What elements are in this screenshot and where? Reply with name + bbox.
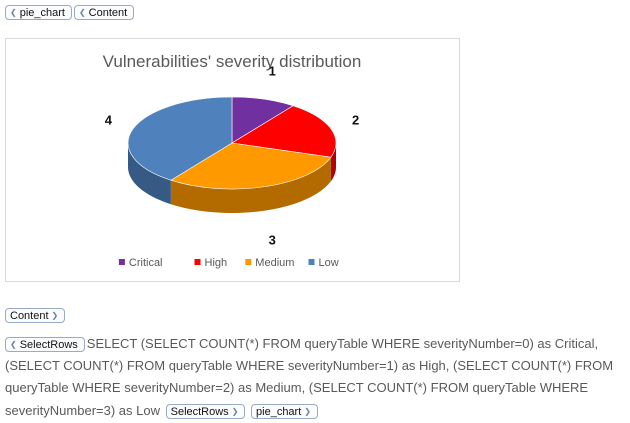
chart-title: Vulnerabilities' severity distribution <box>103 52 362 71</box>
tag-label: pie_chart <box>19 6 65 19</box>
tag-label: Content <box>10 309 49 322</box>
tag-label: Content <box>88 6 128 19</box>
pie-slice-medium[interactable] <box>170 142 332 190</box>
legend-label: Critical <box>129 257 163 269</box>
legend-item-medium: Medium <box>245 257 294 269</box>
legend-swatch <box>245 259 252 265</box>
legend-swatch <box>194 259 201 265</box>
legend-swatch <box>308 259 315 265</box>
pie-chart-close-tag[interactable]: pie_chart ❯ <box>251 404 318 420</box>
pie-chart-svg: Vulnerabilities' severity distribution 1… <box>103 52 362 269</box>
sql-query-text: SELECT (SELECT COUNT(*) FROM queryTable … <box>5 336 614 395</box>
content-close-tag[interactable]: Content ❯ <box>5 308 66 324</box>
data-label-high: 2 <box>352 113 359 128</box>
legend-label: High <box>205 257 228 269</box>
sql-query-tail-text: severityNumber=3) as Low <box>5 403 160 418</box>
sql-query: ❮ SelectRows SELECT (SELECT COUNT(*) FRO… <box>5 333 625 399</box>
pie-side-high <box>330 143 336 182</box>
selectrows-open-tag[interactable]: ❮ SelectRows <box>5 337 85 353</box>
pie-chart-open-tag[interactable]: ❮ pie_chart <box>5 5 72 20</box>
tag-close-icon: ❯ <box>231 406 239 416</box>
tag-close-icon: ❯ <box>51 310 59 320</box>
pie-slice-low[interactable] <box>127 96 233 181</box>
tag-close-icon: ❯ <box>304 406 311 416</box>
selectrows-close-tag[interactable]: SelectRows ❯ <box>165 404 246 420</box>
tag-label: SelectRows <box>170 405 229 418</box>
legend-item-high: High <box>194 257 228 269</box>
tag-label: pie_chart <box>256 405 302 418</box>
pie-slices <box>127 96 337 190</box>
pie-side-low <box>128 143 171 205</box>
tag-label: SelectRows <box>19 338 78 351</box>
pie-side-medium <box>170 157 331 213</box>
data-label-low: 4 <box>105 113 113 128</box>
content-close-row: Content ❯ <box>5 307 66 325</box>
tag-open-icon: ❮ <box>10 7 17 17</box>
pie-chart[interactable]: Vulnerabilities' severity distribution 1… <box>5 38 460 282</box>
legend-item-critical: Critical <box>118 257 163 269</box>
legend-swatch <box>118 259 125 265</box>
legend-label: Medium <box>255 257 294 269</box>
tag-open-icon: ❮ <box>78 7 86 17</box>
tag-open-icon: ❮ <box>10 339 17 349</box>
data-label-medium: 3 <box>269 232 276 247</box>
top-tags: ❮ pie_chart ❮ Content <box>5 5 135 20</box>
legend-item-low: Low <box>308 257 339 269</box>
data-label-critical: 1 <box>269 64 276 79</box>
chart-legend: Critical High Medium Low <box>118 257 339 269</box>
sql-query-tail-row: severityNumber=3) as Low SelectRows ❯ pi… <box>5 403 318 420</box>
pie-sides <box>128 143 336 213</box>
legend-label: Low <box>319 257 339 269</box>
pie-data-labels: 1 2 3 4 <box>105 64 359 248</box>
pie-slice-high[interactable] <box>231 105 337 158</box>
content-open-tag[interactable]: ❮ Content <box>73 5 135 20</box>
